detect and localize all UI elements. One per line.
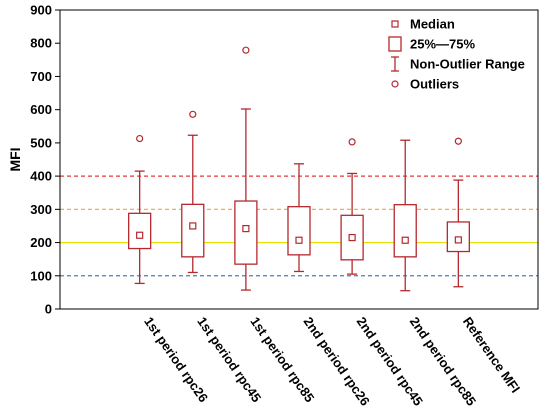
box-group: [181, 110, 205, 274]
y-tick-label: 500: [30, 135, 52, 150]
legend-entry: Median: [391, 17, 455, 32]
y-tick-label: 900: [30, 3, 52, 18]
y-tick-label: 100: [30, 268, 52, 283]
y-tick-label: 600: [30, 102, 52, 117]
outlier-point: [454, 137, 462, 145]
y-axis-title: MFI: [7, 147, 23, 171]
y-tick-label: 700: [30, 69, 52, 84]
plot-frame: [59, 9, 539, 310]
box-group: [446, 137, 470, 288]
boxplot-series: [128, 46, 470, 292]
iqr-box: [287, 206, 311, 256]
legend: Median 25%—75% Non-Outlier Range Outliers: [388, 17, 525, 92]
y-tick-label: 800: [30, 36, 52, 51]
y-axis-ticks: 0 100 200 300 400 500 600 700 800 900: [30, 3, 60, 317]
legend-label: 25%—75%: [410, 37, 475, 52]
outlier-point: [136, 134, 144, 143]
axes: [59, 9, 539, 310]
box-group: [128, 134, 152, 285]
legend-entry: 25%—75%: [388, 36, 475, 52]
x-category-label: Reference MFI: [460, 314, 523, 395]
outlier-point: [242, 46, 250, 54]
legend-label: Outliers: [410, 77, 459, 92]
legend-symbol-outlier: [391, 80, 399, 88]
y-tick-label: 400: [30, 169, 52, 184]
y-tick-label: 0: [45, 302, 52, 317]
median-marker: [401, 236, 409, 244]
legend-label: Non-Outlier Range: [410, 57, 525, 72]
iqr-box: [234, 200, 258, 265]
box-group: [287, 163, 311, 273]
median-marker: [242, 225, 250, 233]
box-group: [340, 138, 364, 275]
y-tick-label: 200: [30, 235, 52, 250]
box-group: [234, 46, 258, 291]
median-marker: [295, 236, 303, 244]
iqr-box: [128, 212, 152, 250]
legend-symbol-box: [388, 36, 402, 52]
median-marker: [348, 233, 356, 242]
outlier-point: [348, 138, 356, 146]
median-marker: [136, 231, 144, 239]
iqr-box: [340, 214, 364, 261]
iqr-box: [393, 204, 417, 258]
y-tick-label: 300: [30, 202, 52, 217]
legend-entry: Outliers: [391, 77, 459, 92]
outlier-point: [189, 110, 197, 118]
median-marker: [189, 222, 197, 230]
median-marker: [454, 236, 462, 244]
legend-symbol-median: [391, 20, 399, 28]
box-group: [393, 139, 417, 292]
iqr-box: [181, 203, 205, 258]
legend-label: Median: [410, 17, 455, 32]
legend-entry: Non-Outlier Range: [391, 56, 525, 72]
